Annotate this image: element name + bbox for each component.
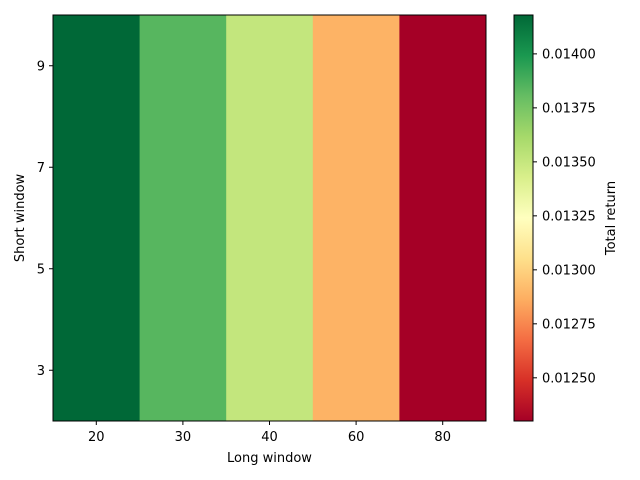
y-tick-label: 3	[37, 364, 45, 379]
x-tick-label: 80	[434, 430, 451, 445]
colorbar	[513, 14, 534, 422]
colorbar-tick-label: 0.01275	[542, 317, 596, 332]
heatmap-cell-long-30	[139, 15, 227, 421]
y-tick-label: 9	[37, 59, 45, 74]
heatmap-cell-long-40	[226, 15, 314, 421]
colorbar-tick-label: 0.01400	[542, 47, 596, 62]
heatmap-cells	[53, 15, 487, 421]
colorbar-tick-label: 0.01375	[542, 101, 596, 116]
x-tick-label: 30	[175, 430, 192, 445]
x-tick-label: 20	[88, 430, 105, 445]
y-tick-label: 5	[37, 262, 45, 277]
y-tick-label: 7	[37, 161, 45, 176]
heatmap-cell-long-20	[53, 15, 141, 421]
colorbar-ticks: 0.01250 0.01275 0.01300 0.01325 0.01350 0.013…	[533, 47, 596, 386]
colorbar-label: Total return	[604, 181, 619, 256]
colorbar-tick-label: 0.01325	[542, 209, 596, 224]
colorbar-tick-label: 0.01300	[542, 263, 596, 278]
y-axis-label: Short window	[13, 173, 28, 262]
colorbar-tick-label: 0.01350	[542, 155, 596, 170]
x-axis-label: Long window	[227, 451, 312, 466]
x-axis: 20 30 40 60 80	[88, 421, 451, 445]
y-axis: 3 5 7 9	[37, 59, 53, 379]
x-tick-label: 40	[261, 430, 278, 445]
heatmap-cell-long-80	[399, 15, 487, 421]
colorbar-tick-label: 0.01250	[542, 371, 596, 386]
x-tick-label: 60	[348, 430, 365, 445]
heatmap-cell-long-60	[312, 15, 400, 421]
